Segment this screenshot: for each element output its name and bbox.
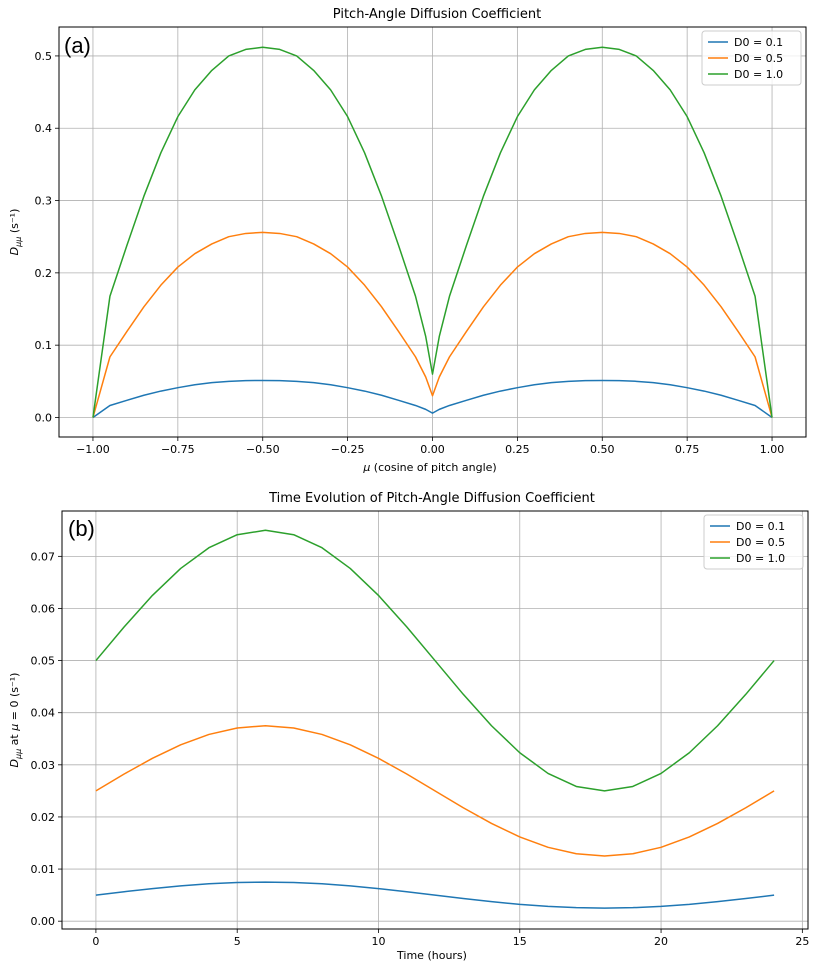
- y-axis-ticks-b: 0.00 0.01 0.02 0.03 0.04 0.05 0.06 0.07: [31, 550, 62, 928]
- y-axis-label-b-base: D: [8, 759, 21, 767]
- y-axis-label-b: Dμμ at μ = 0 (s⁻¹): [8, 673, 23, 768]
- y-tick-label-b: 0.00: [31, 915, 56, 928]
- series-line-a-1: [92, 231, 773, 418]
- legend-a: D0 = 0.1 D0 = 0.5 D0 = 1.0: [701, 30, 802, 86]
- y-tick-label-b: 0.03: [31, 759, 56, 772]
- plot-frame-b: [61, 510, 809, 930]
- series-line-b-1: [95, 724, 775, 857]
- x-axis-label-a-symbol: μ: [362, 461, 370, 474]
- series-lines-b: [95, 529, 775, 909]
- y-tick-label-b: 0.01: [31, 863, 56, 876]
- y-tick-label-a: 0.5: [35, 50, 53, 63]
- legend-b: D0 = 0.1 D0 = 0.5 D0 = 1.0: [703, 514, 804, 570]
- x-axis-label-a-text: (cosine of pitch angle): [370, 461, 496, 474]
- chart-title-b: Time Evolution of Pitch-Angle Diffusion …: [268, 491, 595, 506]
- legend-label-b-2: D0 = 1.0: [736, 552, 785, 565]
- y-axis-label-b-sym: μ: [8, 724, 21, 732]
- x-tick-label-b: 0: [92, 935, 99, 948]
- x-tick-label-b: 25: [795, 935, 809, 948]
- y-tick-label-b: 0.04: [31, 707, 56, 720]
- y-axis-label-a-sub: μμ: [14, 237, 23, 248]
- legend-label-b-1: D0 = 0.5: [736, 536, 785, 549]
- series-line-b-0: [95, 881, 775, 909]
- series-line-a-0: [92, 379, 773, 419]
- y-axis-label-a-tail: (s⁻¹): [8, 209, 21, 237]
- x-axis-ticks-a: −1.00 −0.75 −0.50 −0.25 0.00 0.25 0.50 0.75 1.00: [76, 437, 784, 456]
- x-tick-label-b: 10: [371, 935, 385, 948]
- y-tick-label-a: 0.4: [35, 122, 53, 135]
- panel-label-a: (a): [64, 33, 91, 58]
- x-axis-label-b: Time (hours): [396, 949, 467, 962]
- y-tick-label-b: 0.05: [31, 655, 56, 668]
- y-tick-label-b: 0.07: [31, 550, 56, 563]
- y-tick-label-a: 0.1: [35, 339, 53, 352]
- legend-label-b-0: D0 = 0.1: [736, 520, 785, 533]
- x-axis-label-a: μ (cosine of pitch angle): [362, 461, 496, 474]
- legend-frame-b: [703, 514, 804, 570]
- panel-b-time-evolution-chart: Time Evolution of Pitch-Angle Diffusion …: [8, 491, 809, 962]
- chart-title-a: Pitch-Angle Diffusion Coefficient: [333, 7, 541, 22]
- panel-label-b: (b): [68, 516, 95, 541]
- series-line-a-2: [92, 46, 773, 418]
- x-tick-label-a: 1.00: [760, 443, 785, 456]
- x-tick-label-a: 0.00: [420, 443, 445, 456]
- x-tick-label-a: −0.50: [246, 443, 280, 456]
- grid-b: [62, 511, 808, 929]
- legend-label-a-2: D0 = 1.0: [734, 68, 783, 81]
- x-tick-label-a: 0.75: [675, 443, 700, 456]
- y-axis-label-b-sub: μμ: [14, 749, 23, 760]
- y-tick-label-b: 0.06: [31, 602, 56, 615]
- x-tick-label-b: 15: [513, 935, 527, 948]
- series-line-b-2: [95, 529, 775, 792]
- legend-label-a-0: D0 = 0.1: [734, 36, 783, 49]
- legend-label-a-1: D0 = 0.5: [734, 52, 783, 65]
- x-tick-label-a: 0.50: [590, 443, 615, 456]
- x-tick-label-a: 0.25: [505, 443, 530, 456]
- x-axis-ticks-b: 0 5 10 15 20 25: [92, 929, 809, 948]
- x-tick-label-a: −1.00: [76, 443, 110, 456]
- legend-frame-a: [701, 30, 802, 86]
- x-tick-label-b: 20: [654, 935, 668, 948]
- y-tick-label-a: 0.2: [35, 267, 53, 280]
- series-lines-a: [92, 46, 773, 419]
- grid-a: [59, 27, 806, 437]
- y-tick-label-a: 0.3: [35, 195, 53, 208]
- y-tick-label-b: 0.02: [31, 811, 56, 824]
- y-axis-ticks-a: 0.0 0.1 0.2 0.3 0.4 0.5: [35, 50, 59, 424]
- y-axis-label-b-tail: = 0 (s⁻¹): [8, 673, 21, 724]
- x-tick-label-b: 5: [234, 935, 241, 948]
- x-tick-label-a: −0.25: [331, 443, 365, 456]
- y-axis-label-b-mid: at: [8, 731, 21, 749]
- x-tick-label-a: −0.75: [161, 443, 195, 456]
- panel-a-pitch-angle-chart: Pitch-Angle Diffusion Coefficient −1.00−…: [8, 7, 807, 474]
- y-axis-label-a: Dμμ (s⁻¹): [8, 209, 23, 256]
- y-tick-label-a: 0.0: [35, 411, 53, 424]
- y-axis-label-a-base: D: [8, 247, 21, 255]
